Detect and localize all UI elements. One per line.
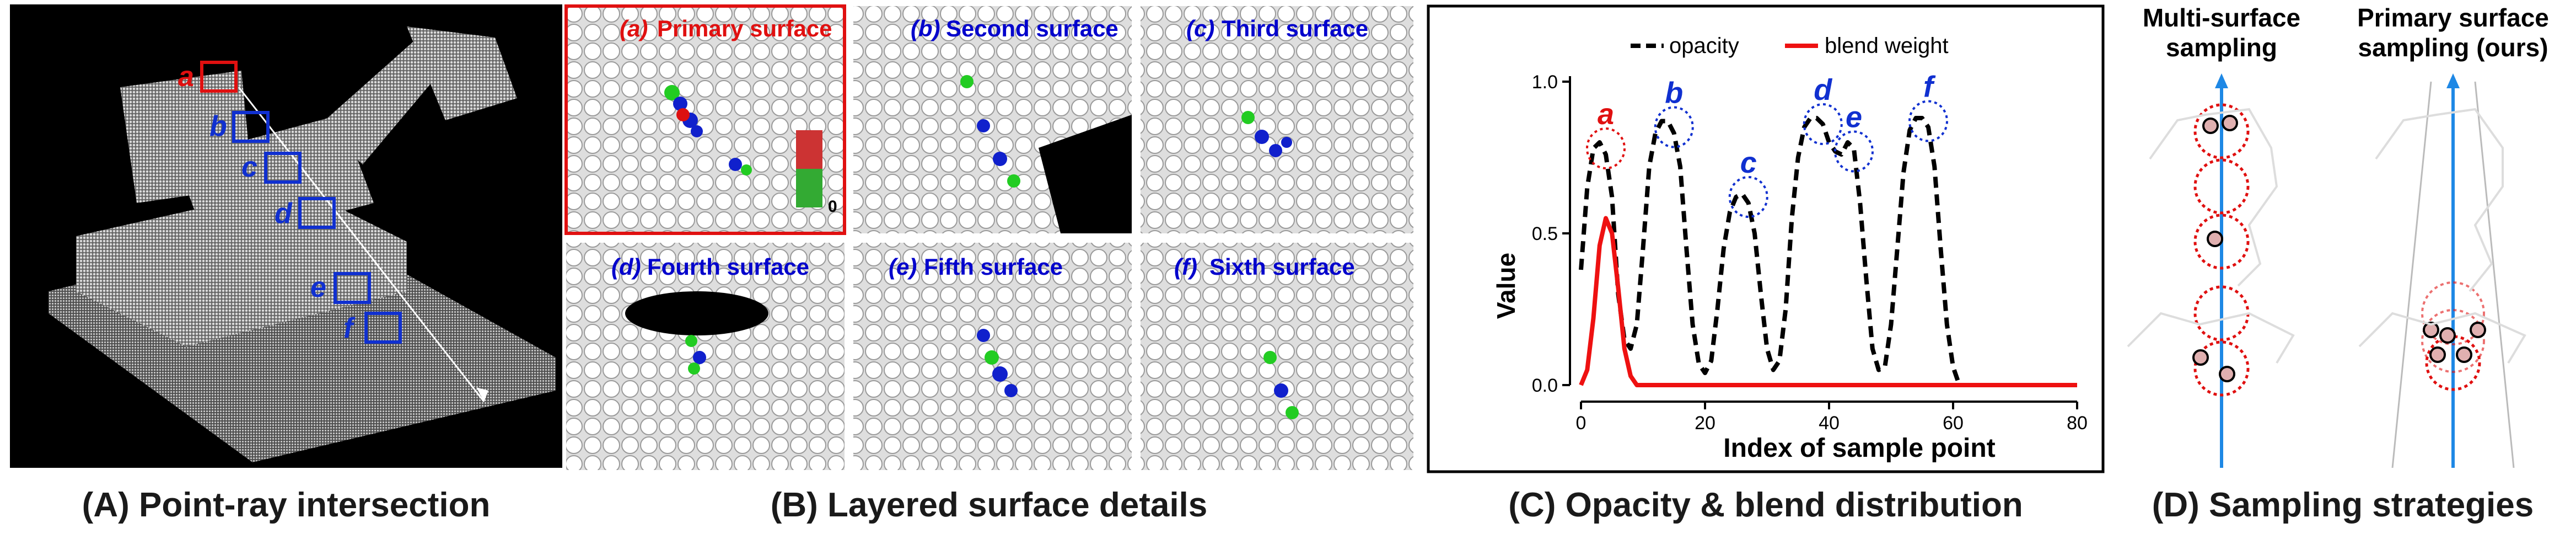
tile-fourth-surface: (d) Fourth surface: [566, 243, 845, 470]
tile-label-letter: (d): [611, 254, 641, 280]
marker-label-c: c: [241, 151, 257, 183]
chart-plot-area: a b c de f: [1579, 71, 2077, 387]
marker-label-a: a: [178, 61, 194, 93]
peak-circle-e: [1834, 130, 1874, 173]
panel-a-point-cloud: a b c d e f: [10, 4, 562, 468]
caption-d: (D) Sampling strategies: [2152, 486, 2534, 524]
marker-label-b: b: [209, 110, 227, 142]
marker-box-e: [334, 272, 371, 304]
peak-circle-d: [1803, 103, 1843, 145]
caption-b: (B) Layered surface details: [770, 486, 1208, 524]
tile-label-name: Sixth surface: [1209, 254, 1355, 280]
peak-label-c: c: [1740, 146, 1757, 179]
caption-c: (C) Opacity & blend distribution: [1508, 486, 2023, 524]
primary-surface-sampling: [2358, 73, 2526, 468]
excavator-arm: [319, 38, 451, 164]
marker-label-d: d: [275, 198, 293, 230]
y-tick-label: 0.0: [1532, 375, 1558, 396]
ray-arrowhead-left: [2215, 73, 2228, 88]
tile-third-surface: (c) Third surface: [1141, 6, 1413, 233]
tile-label-name: Fifth surface: [924, 254, 1063, 280]
chart-legend: opacity blend weight: [1631, 34, 1949, 58]
tile-sixth-surface: (f) Sixth surface: [1141, 243, 1413, 470]
multi-surface-sampling: [2127, 73, 2295, 468]
excavator-bucket: [407, 26, 517, 120]
series-line-opacity: [1579, 116, 2077, 387]
sampling-strategies-diagram: Multi-surface sampling Primary surface s…: [2127, 3, 2549, 468]
cone-line-left: [2391, 81, 2432, 468]
marker-box-c: [264, 152, 302, 184]
panel-b-surface-tiles: (a) Primary surface 0 (b) Second surface…: [564, 4, 1413, 473]
surface-tiles-grid: (a) Primary surface 0 (b) Second surface…: [564, 4, 1413, 470]
x-tick-label: 60: [1943, 413, 1964, 434]
tile-label-name: Fourth surface: [647, 254, 809, 280]
legend-label-blend: blend weight: [1825, 34, 1949, 58]
peak-label-a: a: [1598, 98, 1614, 131]
peak-circle-b: [1654, 106, 1694, 148]
y-tick-label: 0.5: [1532, 223, 1558, 244]
y-tick-label: 1.0: [1532, 72, 1558, 93]
x-tick-label: 80: [2067, 413, 2088, 434]
tile-label-letter: (b): [911, 15, 940, 41]
peak-label-d: d: [1814, 73, 1832, 106]
marker-box-b: [232, 111, 270, 143]
tile-label-letter: (c): [1186, 15, 1214, 41]
colorbar-min-label: 0: [828, 198, 837, 216]
marker-box-d: [298, 197, 336, 229]
chart-axes: 0 20 40 60 80 0.0 0.5 1.0: [1532, 72, 2088, 434]
y-axis-label: Value: [1492, 253, 1520, 319]
right-title-line2: sampling (ours): [2358, 33, 2548, 62]
tile-label-name: Second surface: [946, 15, 1118, 41]
tile-label-letter: (f): [1174, 254, 1197, 280]
x-tick-label: 40: [1819, 413, 1840, 434]
left-title-line1: Multi-surface: [2143, 4, 2300, 32]
opacity-blend-chart: 0 20 40 60 80 0.0 0.5 1.0 a b c de f opacity blend …: [1427, 4, 2105, 473]
tile-label-name: Primary surface: [657, 15, 832, 41]
peak-circle-f: [1908, 100, 1948, 142]
right-title-line1: Primary surface: [2357, 4, 2549, 32]
peak-label-b: b: [1665, 77, 1683, 110]
series-line-blend-weight: [1579, 216, 2077, 387]
x-tick-label: 20: [1695, 413, 1715, 434]
cone-line-right: [2474, 81, 2515, 468]
marker-label-e: e: [310, 271, 326, 303]
x-axis-label: Index of sample point: [1723, 434, 1995, 463]
point-cloud-scene: a b c d e f: [10, 4, 562, 468]
peak-label-e: e: [1846, 101, 1862, 134]
left-title-line2: sampling: [2166, 33, 2277, 62]
peak-label-f: f: [1923, 71, 1936, 104]
legend-label-opacity: opacity: [1669, 34, 1739, 58]
chart-frame: [1427, 4, 2105, 473]
peak-circle-c: [1728, 176, 1768, 218]
marker-box-f: [364, 312, 402, 344]
caption-a: (A) Point-ray intersection: [82, 486, 491, 524]
tile-fifth-surface: (e) Fifth surface: [853, 243, 1132, 470]
x-tick-label: 0: [1576, 413, 1587, 434]
tile-label-letter: (a): [620, 15, 648, 41]
panel-d-sampling: Multi-surface sampling Primary surface s…: [2117, 3, 2569, 473]
ray-arrowhead: [476, 387, 488, 402]
tile-label-letter: (e): [889, 254, 917, 280]
tile-second-surface: (b) Second surface: [853, 6, 1132, 233]
ray-arrowhead-right: [2446, 73, 2460, 88]
peak-circle-a: [1586, 127, 1626, 169]
ray-line: [238, 87, 485, 402]
marker-label-f: f: [343, 312, 356, 344]
tile-label-name: Third surface: [1222, 15, 1368, 41]
tile-primary-surface: (a) Primary surface 0: [564, 4, 846, 235]
marker-box-a: [200, 61, 238, 93]
